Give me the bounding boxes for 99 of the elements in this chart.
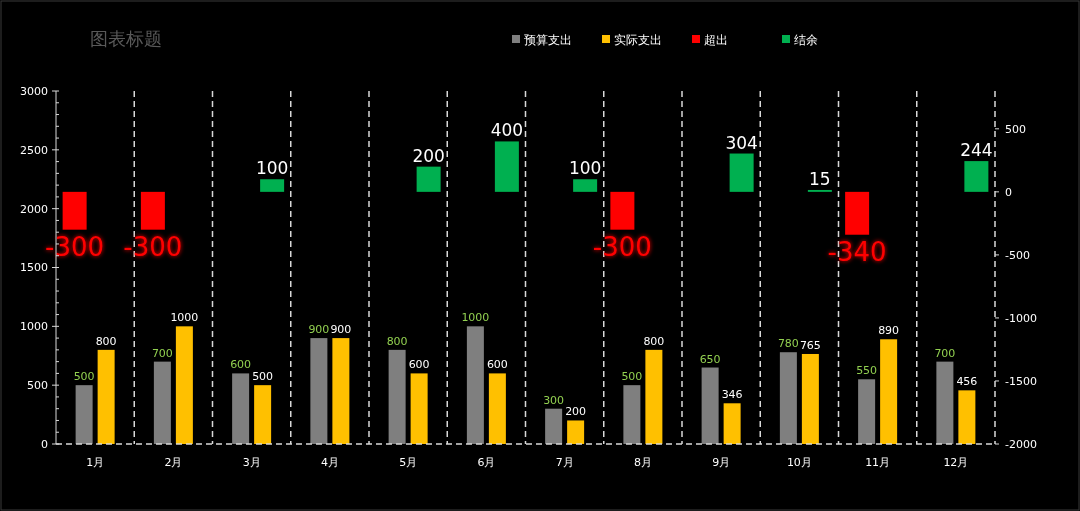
bar — [494, 141, 519, 192]
x-tick-label: 1月 — [86, 456, 105, 469]
bar — [310, 338, 328, 444]
bar — [416, 166, 441, 192]
bar — [62, 191, 87, 230]
data-label: 100 — [568, 158, 602, 179]
data-label: 550 — [856, 364, 878, 378]
data-label: 650 — [699, 352, 721, 366]
bar — [964, 161, 989, 192]
x-tick-label: 9月 — [712, 456, 731, 469]
data-label: 244 — [960, 140, 993, 161]
bar — [388, 349, 406, 444]
y2-tick-label: 0 — [1005, 185, 1012, 199]
data-label: 765 — [799, 338, 821, 352]
bar — [260, 179, 285, 192]
data-label: 300 — [543, 393, 565, 407]
x-tick-label: 12月 — [943, 456, 969, 469]
bar — [254, 385, 272, 444]
data-label: 15 — [809, 168, 831, 189]
bar — [232, 373, 250, 444]
x-tick-label: 5月 — [399, 456, 418, 469]
bar — [567, 420, 585, 444]
y-tick-label: 0 — [41, 437, 48, 451]
bar — [723, 403, 741, 444]
data-label: 200 — [412, 145, 445, 166]
data-label: 500 — [252, 370, 274, 384]
y-tick-label: 2500 — [20, 143, 48, 157]
bar — [729, 153, 754, 192]
y-tick-label: 1000 — [20, 320, 48, 334]
y2-tick-label: -1500 — [1005, 374, 1037, 388]
x-tick-label: 4月 — [320, 456, 339, 469]
data-label: -340 — [827, 236, 887, 267]
y-tick-label: 2000 — [20, 202, 48, 216]
bar — [779, 352, 797, 444]
y2-tick-label: 500 — [1005, 122, 1026, 136]
x-tick-label: 3月 — [242, 456, 261, 469]
data-label: 600 — [230, 358, 252, 372]
bar — [545, 408, 563, 444]
bar — [610, 191, 635, 230]
data-label: 1000 — [170, 311, 199, 325]
data-label: 400 — [490, 120, 524, 141]
x-tick-label: 7月 — [555, 456, 574, 469]
y2-tick-label: -2000 — [1005, 437, 1037, 451]
bar — [332, 338, 350, 444]
data-label: 800 — [95, 334, 117, 348]
bar — [140, 191, 165, 230]
y-tick-label: 1500 — [20, 261, 48, 275]
legend-label: 实际支出 — [614, 33, 662, 47]
data-label: 500 — [621, 370, 643, 384]
bar — [410, 373, 428, 444]
bar — [623, 385, 641, 444]
bar — [845, 191, 870, 235]
chart-title: 图表标题 — [90, 28, 162, 49]
data-label: 780 — [777, 337, 799, 351]
data-label: 600 — [408, 358, 430, 372]
bar — [97, 349, 115, 444]
bar — [701, 367, 719, 444]
data-label: 800 — [643, 334, 665, 348]
data-label: 200 — [565, 405, 587, 419]
bar — [645, 349, 663, 444]
bar — [858, 379, 876, 444]
bar — [175, 326, 193, 444]
legend-label: 超出 — [704, 33, 728, 47]
data-label: 1000 — [461, 311, 490, 325]
y-tick-label: 500 — [27, 379, 48, 393]
data-label: 890 — [878, 324, 900, 338]
data-label: 500 — [73, 370, 95, 384]
data-label: 700 — [934, 346, 956, 360]
bar — [488, 373, 506, 444]
x-tick-label: 8月 — [633, 456, 652, 469]
data-label: 600 — [486, 358, 508, 372]
legend-label: 结余 — [794, 33, 818, 47]
bar — [75, 385, 93, 444]
data-label: 346 — [721, 388, 743, 402]
data-label: 900 — [308, 323, 330, 337]
data-label: -300 — [123, 231, 183, 262]
y-tick-label: 3000 — [20, 84, 48, 98]
x-tick-label: 10月 — [786, 456, 812, 469]
bar — [153, 361, 171, 444]
y2-tick-label: -1000 — [1005, 311, 1037, 325]
data-label: -300 — [592, 231, 652, 262]
data-label: 304 — [725, 132, 758, 153]
legend-label: 预算支出 — [524, 33, 572, 47]
bar — [801, 353, 819, 444]
bar — [573, 179, 598, 192]
data-label: 100 — [255, 158, 289, 179]
data-label: -300 — [45, 231, 105, 262]
data-label: 456 — [956, 375, 978, 389]
bar — [466, 326, 484, 444]
data-label: 700 — [151, 346, 173, 360]
x-tick-label: 6月 — [477, 456, 496, 469]
y2-tick-label: -500 — [1005, 248, 1030, 262]
x-tick-label: 2月 — [164, 456, 183, 469]
x-tick-label: 11月 — [865, 456, 891, 469]
bar — [936, 361, 954, 444]
bar — [880, 339, 898, 444]
data-label: 800 — [386, 334, 408, 348]
bar — [958, 390, 976, 444]
data-label: 900 — [330, 323, 352, 337]
